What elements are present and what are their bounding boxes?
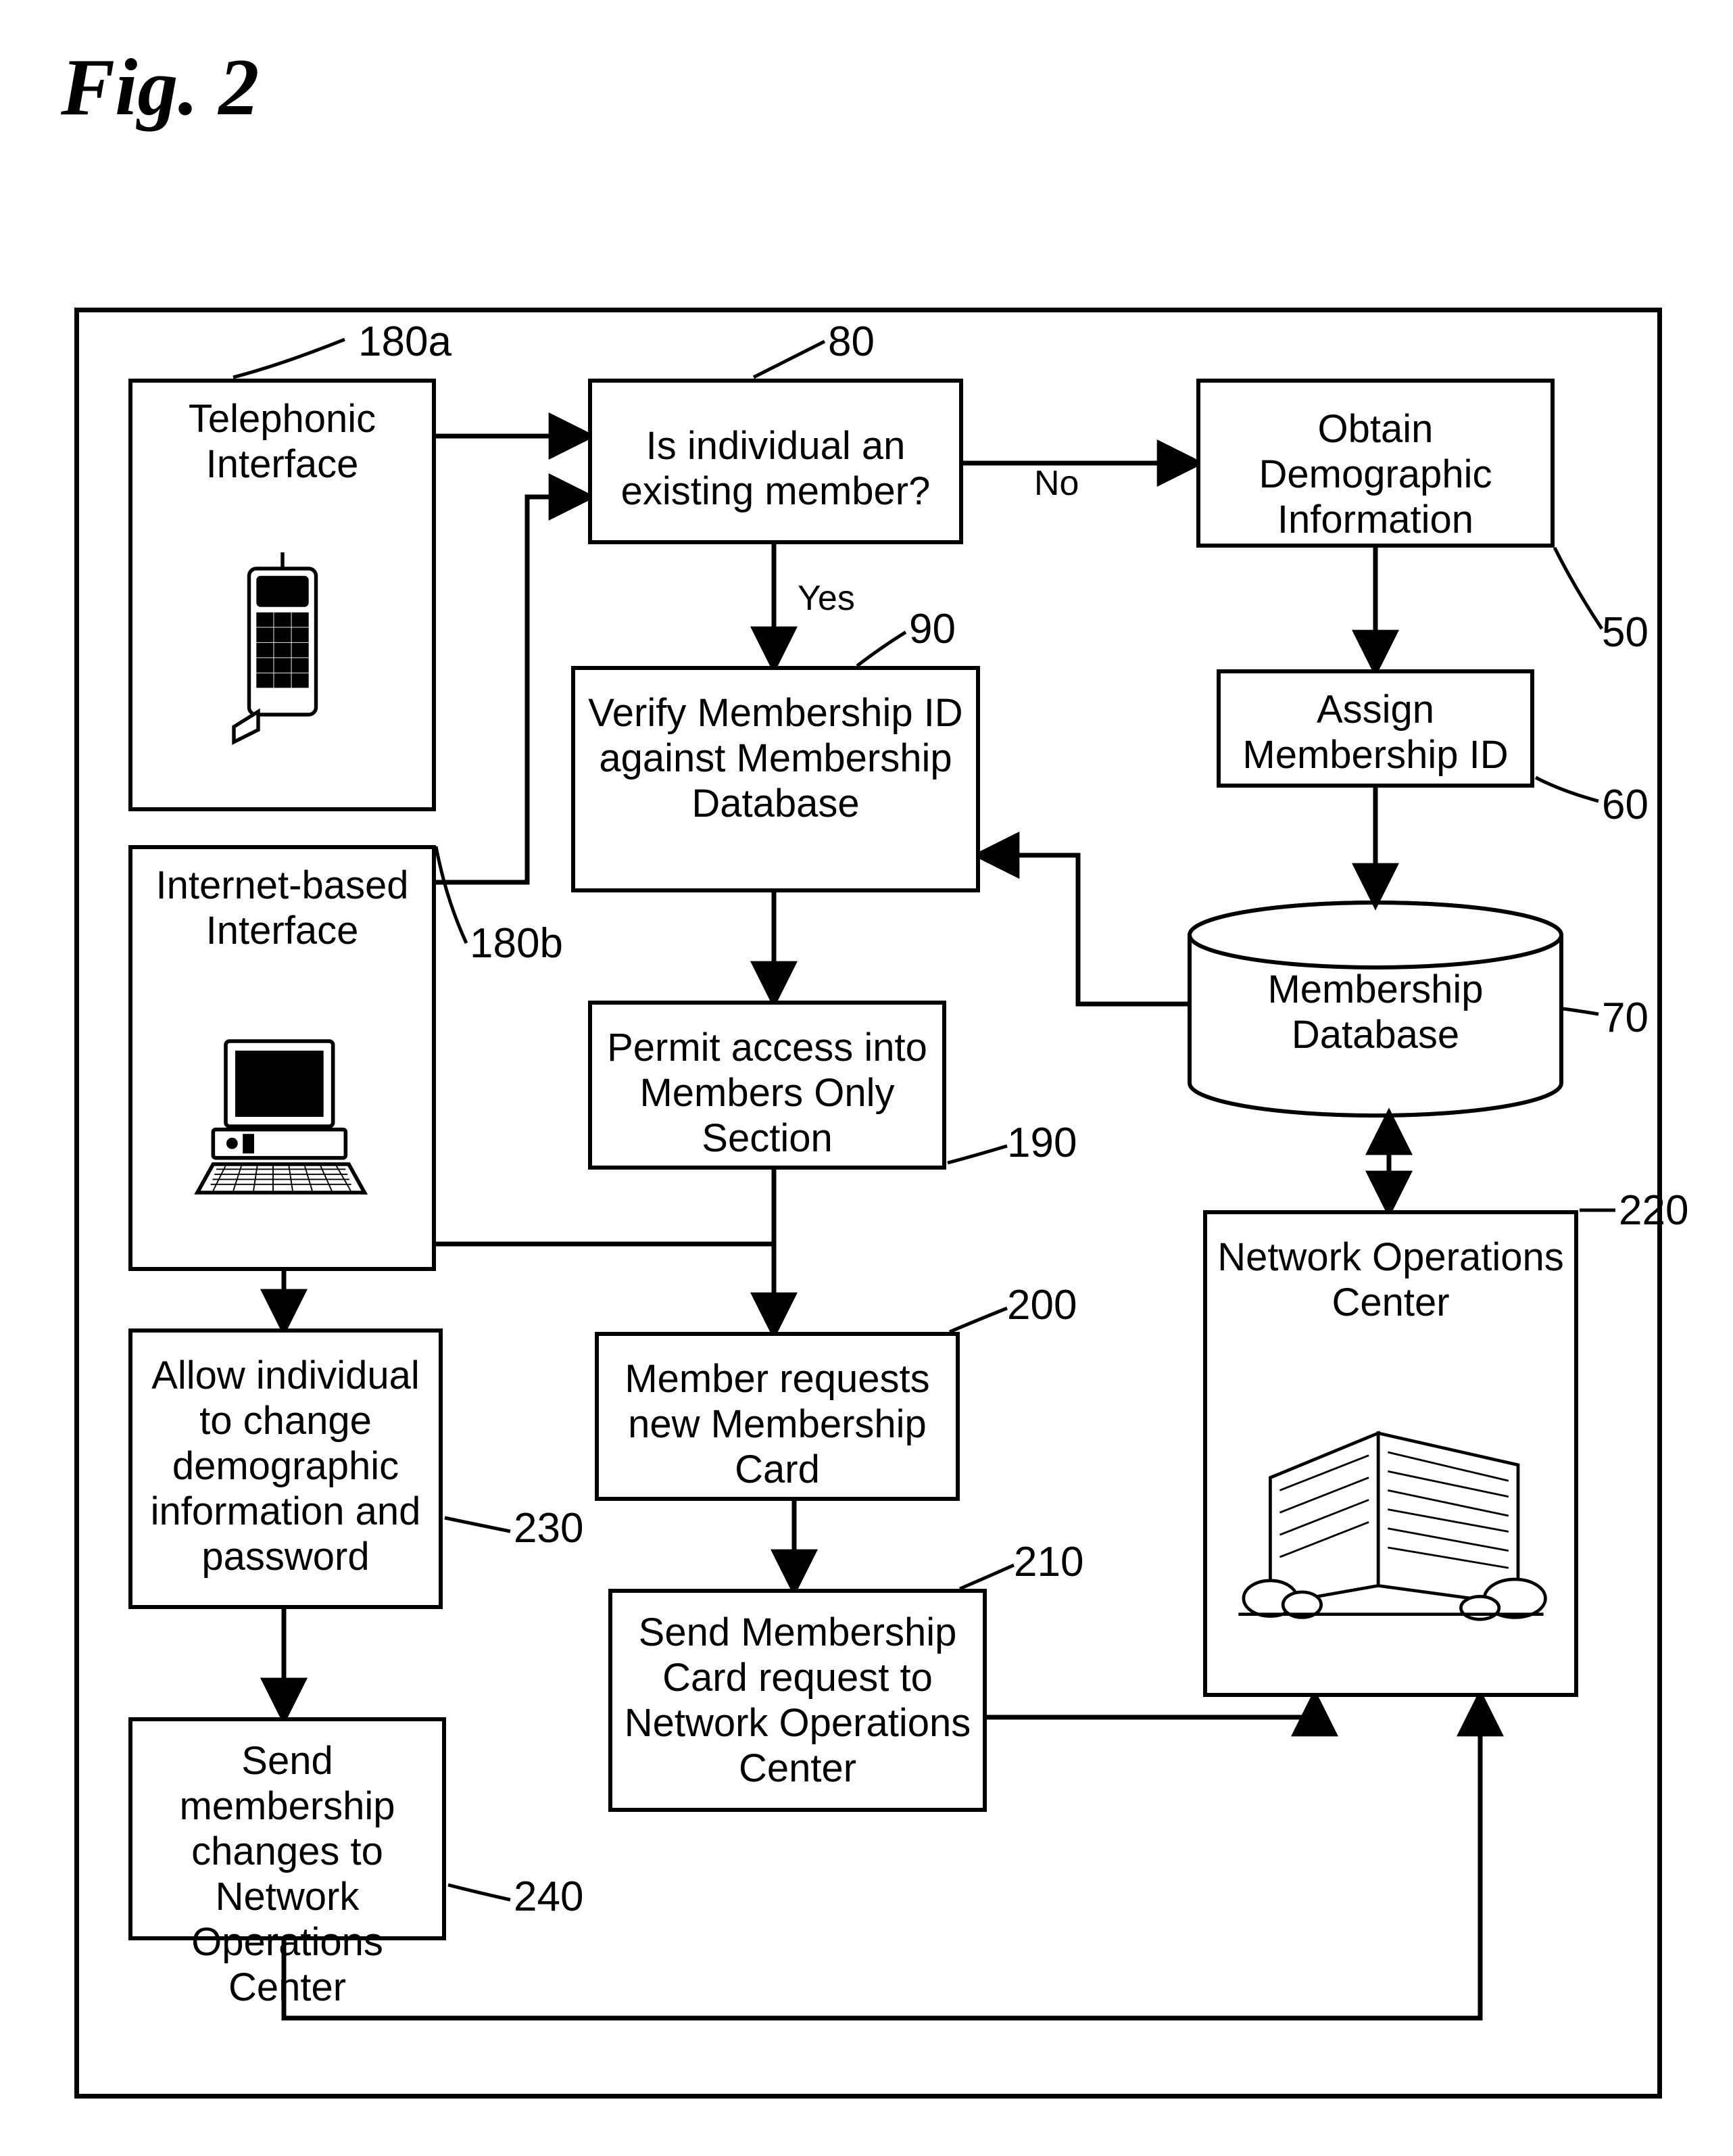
allow-label: Allow individual to change demographic i… <box>120 1353 451 1579</box>
ref-50: 50 <box>1602 608 1649 656</box>
request-node: Member requests new Membership Card <box>595 1332 960 1501</box>
internet-label: Internet-based Interface <box>120 863 444 953</box>
ref-60: 60 <box>1602 781 1649 829</box>
ref-220: 220 <box>1619 1187 1688 1235</box>
telephonic-label: Telephonic Interface <box>120 396 444 487</box>
obtain-label: Obtain Demographic Information <box>1188 406 1563 542</box>
sendchanges-node: Send membership changes to Network Opera… <box>128 1717 446 1940</box>
ref-230: 230 <box>514 1504 583 1552</box>
verify-node: Verify Membership ID against Membership … <box>571 666 980 892</box>
diagram-canvas: Fig. 2 Telephonic Interface Internet-bas… <box>0 0 1733 2156</box>
edge-label-no: No <box>1034 463 1079 504</box>
sendcard-node: Send Membership Card request to Network … <box>608 1589 987 1812</box>
internet-node: Internet-based Interface <box>128 845 436 1271</box>
permit-label: Permit access into Members Only Section <box>580 1025 954 1161</box>
ref-180b: 180b <box>470 919 563 967</box>
verify-label: Verify Membership ID against Membership … <box>563 690 988 826</box>
noc-label: Network Operations Center <box>1195 1235 1586 1325</box>
allow-node: Allow individual to change demographic i… <box>128 1328 443 1609</box>
edge-label-yes: Yes <box>798 578 855 619</box>
ref-180a: 180a <box>358 318 451 366</box>
permit-node: Permit access into Members Only Section <box>588 1001 946 1170</box>
ref-200: 200 <box>1007 1281 1077 1329</box>
ref-70: 70 <box>1602 994 1649 1042</box>
telephonic-node: Telephonic Interface <box>128 379 436 811</box>
obtain-node: Obtain Demographic Information <box>1196 379 1555 548</box>
computer-icon <box>188 967 377 1267</box>
assign-node: Assign Membership ID <box>1217 669 1534 788</box>
figure-title: Fig. 2 <box>61 41 259 134</box>
assign-label: Assign Membership ID <box>1209 687 1542 777</box>
ref-90: 90 <box>909 605 956 653</box>
database-label: Membership Database <box>1190 967 1561 1057</box>
request-label: Member requests new Membership Card <box>587 1356 968 1492</box>
ref-190: 190 <box>1007 1119 1077 1167</box>
noc-node: Network Operations Center <box>1203 1210 1578 1697</box>
sendcard-label: Send Membership Card request to Network … <box>600 1610 995 1791</box>
ref-210: 210 <box>1014 1538 1083 1586</box>
phone-icon <box>222 500 343 807</box>
decision-label: Is individual an existing member? <box>580 423 971 514</box>
decision-node: Is individual an existing member? <box>588 379 963 544</box>
ref-80: 80 <box>828 318 875 366</box>
ref-240: 240 <box>514 1873 583 1921</box>
building-icon <box>1232 1339 1550 1693</box>
sendchanges-label: Send membership changes to Network Opera… <box>120 1738 454 2010</box>
